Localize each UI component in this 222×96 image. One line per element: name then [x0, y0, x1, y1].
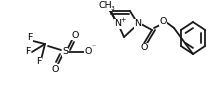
Text: O: O: [51, 65, 59, 74]
Text: +: +: [120, 17, 126, 23]
Text: O: O: [71, 31, 79, 39]
Text: CH: CH: [98, 2, 112, 10]
Text: ⁻: ⁻: [92, 43, 96, 51]
Text: 3: 3: [110, 5, 114, 10]
Text: O: O: [140, 43, 148, 53]
Text: F: F: [27, 34, 33, 43]
Text: O: O: [159, 17, 167, 26]
Text: F: F: [25, 48, 31, 57]
Text: O: O: [84, 48, 92, 57]
Text: S: S: [62, 48, 68, 57]
Text: F: F: [36, 58, 42, 67]
Text: N: N: [135, 19, 141, 29]
Text: N: N: [115, 19, 121, 29]
